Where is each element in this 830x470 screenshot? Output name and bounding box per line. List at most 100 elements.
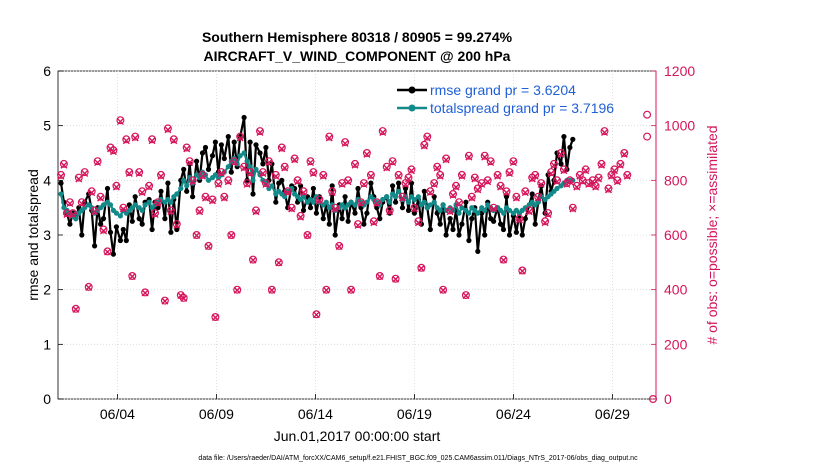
obs-assimilated-stroke — [620, 150, 628, 158]
totalspread-point — [506, 207, 513, 213]
obs-assimilated-stroke — [256, 129, 264, 136]
obs-possible-point — [325, 132, 334, 141]
rmse-point — [158, 188, 164, 194]
rmse-point — [129, 218, 135, 224]
obs-assimilated-point — [164, 126, 172, 134]
obs-assimilated-point — [97, 194, 105, 202]
totalspread-point — [475, 210, 481, 216]
obs-assimilated-stroke — [433, 164, 441, 172]
obs-possible-point — [515, 214, 524, 223]
obs-assimilated-point — [487, 159, 495, 167]
totalspread-point — [364, 199, 370, 205]
obs-assimilated-point — [230, 159, 238, 167]
rmse-point — [86, 191, 92, 197]
obs-possible-point — [531, 170, 540, 179]
obs-assimilated-stroke — [119, 205, 127, 213]
obs-assimilated-stroke — [474, 186, 482, 194]
rmse-point — [466, 237, 472, 244]
obs-assimilated-point — [402, 180, 410, 188]
obs-assimilated-stroke — [389, 159, 397, 167]
obs-possible-point — [442, 154, 451, 163]
obs-possible-point — [398, 192, 407, 201]
obs-assimilated-point — [347, 286, 355, 294]
totalspread-point — [184, 183, 190, 189]
obs-possible-point — [277, 143, 286, 152]
obs-assimilated-point — [392, 275, 400, 283]
rmse-point — [443, 232, 449, 238]
obs-assimilated-stroke — [167, 208, 175, 216]
obs-possible-point — [331, 203, 340, 212]
obs-assimilated-point — [494, 172, 502, 180]
rmse-point — [447, 216, 453, 222]
rmse-point — [570, 136, 576, 142]
obs-assimilated-stroke — [268, 286, 276, 294]
obs-possible-point — [464, 151, 473, 160]
obs-layer — [56, 110, 657, 404]
obs-assimilated-point — [550, 161, 558, 169]
obs-assimilated-stroke — [284, 189, 292, 197]
obs-assimilated-stroke — [560, 167, 568, 175]
obs-possible-point — [87, 187, 96, 196]
legend-spread-label: totalspread grand pr = 3.7196 — [430, 100, 614, 116]
obs-assimilated-stroke — [151, 211, 159, 218]
rmse-point — [273, 199, 279, 205]
obs-assimilated-stroke — [547, 170, 555, 177]
rmse-point — [437, 221, 443, 227]
obs-assimilated-point — [217, 170, 225, 177]
rmse-point — [482, 232, 488, 238]
rmse-point — [123, 237, 129, 244]
obs-assimilated-point — [141, 289, 149, 297]
totalspread-point — [269, 183, 275, 189]
obs-assimilated-point — [306, 159, 314, 167]
obs-possible-point — [312, 310, 321, 319]
rmse-point — [368, 180, 374, 186]
obs-assimilated-stroke — [141, 289, 149, 297]
x-tick-label: 06/04 — [100, 406, 135, 422]
rmse-point — [503, 194, 510, 200]
obs-possible-point — [623, 170, 632, 179]
rmse-point — [168, 229, 174, 235]
obs-possible-point — [518, 266, 527, 275]
obs-assimilated-stroke — [278, 145, 286, 153]
totalspread-point — [329, 202, 335, 208]
totalspread-point — [146, 199, 152, 205]
obs-assimilated-stroke — [478, 180, 486, 188]
obs-possible-point — [591, 181, 600, 190]
totalspread-point — [205, 177, 212, 183]
obs-assimilated-point — [309, 170, 317, 177]
obs-possible-point — [163, 124, 172, 133]
obs-assimilated-stroke — [189, 178, 197, 186]
obs-assimilated-stroke — [217, 170, 225, 177]
obs-possible-point — [521, 187, 530, 196]
obs-assimilated-point — [196, 208, 204, 216]
totalspread-point — [263, 180, 269, 186]
obs-possible-point — [80, 168, 89, 177]
rmse-point — [162, 216, 168, 222]
obs-possible-point — [643, 110, 652, 119]
obs-assimilated-point — [503, 189, 510, 197]
obs-possible-point — [391, 274, 400, 283]
obs-possible-point — [335, 241, 344, 250]
obs-assimilated-point — [66, 200, 74, 208]
obs-assimilated-point — [582, 167, 590, 175]
obs-assimilated-stroke — [518, 267, 526, 275]
obs-possible-point — [414, 217, 423, 226]
obs-possible-point — [394, 170, 403, 179]
y-tick-label-left: 6 — [43, 63, 51, 79]
obs-possible-point — [449, 190, 458, 199]
obs-possible-point — [125, 168, 134, 177]
obs-possible-point — [230, 157, 239, 166]
rmse-point — [110, 251, 116, 257]
obs-assimilated-stroke — [112, 183, 120, 191]
y-tick-label-right: 0 — [664, 391, 672, 407]
obs-assimilated-stroke — [458, 172, 466, 180]
obs-assimilated-point — [75, 175, 83, 183]
obs-possible-point — [552, 176, 561, 185]
obs-possible-point — [148, 135, 157, 144]
obs-possible-point — [166, 206, 175, 215]
rmse-point — [165, 180, 171, 186]
obs-assimilated-stroke — [312, 311, 320, 319]
rmse-point — [345, 218, 351, 224]
legend-spread-marker — [408, 104, 416, 112]
